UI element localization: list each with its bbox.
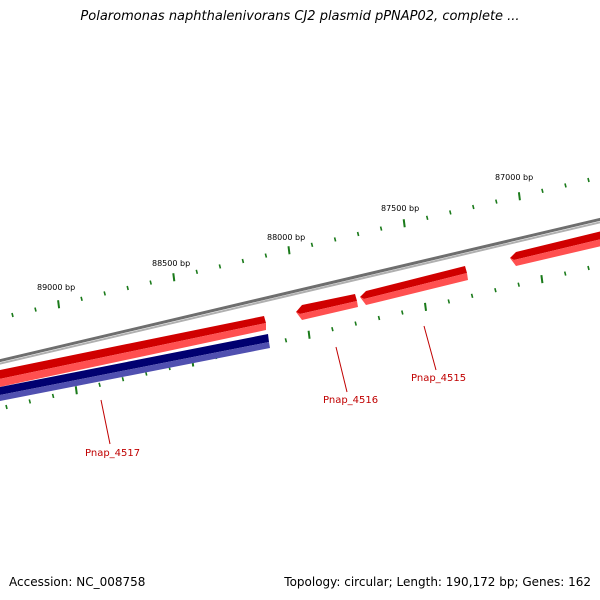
outer-ruler-tick: [310, 242, 314, 247]
outer-ruler-tick: [356, 231, 360, 237]
ruler-label-87000: 87000 bp: [495, 173, 533, 182]
inner-ruler-tick: [307, 330, 311, 339]
outer-ruler-tick: [495, 199, 498, 204]
inner-ruler-tick: [424, 302, 427, 312]
outer-ruler-tick: [34, 307, 37, 312]
inner-ruler-tick: [517, 282, 520, 287]
inner-ruler-tick: [540, 274, 544, 284]
inner-ruler-tick: [470, 293, 474, 298]
outer-ruler-tick: [587, 177, 590, 183]
outer-ruler-tick: [264, 253, 268, 258]
gene-label-pnap-4515[interactable]: Pnap_4515: [411, 373, 466, 384]
outer-ruler-tick: [564, 183, 567, 188]
outer-ruler-tick: [449, 210, 452, 215]
accession-text: Accession: NC_008758: [9, 575, 146, 589]
outer-ruler-tick: [333, 237, 337, 242]
gene-pnap-4516[interactable]: [296, 294, 358, 320]
inner-ruler-tick: [401, 310, 404, 315]
gene-label-leaders: [100, 325, 437, 445]
outer-ruler-tick: [517, 192, 521, 201]
inner-ruler-tick: [377, 315, 381, 321]
inner-ruler-tick: [121, 377, 125, 382]
inner-ruler-tick: [5, 404, 8, 410]
outer-ruler-tick: [11, 312, 14, 318]
outer-ruler-tick: [472, 204, 475, 210]
gene-next-forward[interactable]: [510, 229, 600, 266]
inner-ruler-tick: [563, 271, 567, 276]
outer-ruler-tick: [80, 296, 83, 301]
plasmid-backbone: [0, 217, 600, 365]
outer-ruler-tick: [402, 219, 406, 228]
gene-pnap-4517-forward[interactable]: [0, 316, 266, 389]
gene-label-pnap-4517[interactable]: Pnap_4517: [85, 448, 140, 459]
inner-ruler-tick: [284, 338, 288, 343]
inner-ruler-tick: [74, 386, 78, 395]
inner-ruler-tick: [447, 299, 451, 304]
inner-ruler-tick: [331, 327, 334, 332]
ruler-labels: 89000 bp 88500 bp 88000 bp 87500 bp 8700…: [37, 173, 533, 292]
outer-ruler-tick: [57, 300, 61, 309]
gene-pnap-4515[interactable]: [360, 266, 468, 305]
outer-ruler-tick: [425, 215, 429, 220]
outer-ruler-tick: [379, 226, 383, 231]
map-title: Polaromonas naphthalenivorans CJ2 plasmi…: [80, 9, 520, 24]
ruler-label-87500: 87500 bp: [381, 204, 419, 213]
outer-ruler-tick: [195, 269, 199, 274]
inner-ruler-tick: [494, 288, 497, 293]
gene-features: [0, 229, 600, 403]
outer-ruler-tick: [149, 280, 152, 285]
ruler-label-89000: 89000 bp: [37, 283, 75, 292]
ruler-label-88000: 88000 bp: [267, 233, 305, 242]
inner-ruler-tick: [98, 382, 101, 387]
inner-ruler-tick: [354, 321, 357, 326]
inner-ruler-tick: [28, 399, 32, 404]
ruler-label-88500: 88500 bp: [152, 259, 190, 268]
topology-summary: Topology: circular; Length: 190,172 bp; …: [284, 575, 591, 589]
outer-ruler-tick: [541, 188, 544, 193]
inner-ruler-tick: [587, 265, 590, 271]
outer-ruler-tick: [218, 264, 222, 269]
gene-label-pnap-4516[interactable]: Pnap_4516: [323, 395, 378, 406]
outer-ruler-tick: [172, 273, 176, 282]
outer-ruler-tick: [126, 285, 129, 291]
outer-ruler-tick: [287, 246, 291, 255]
inner-ruler-tick: [51, 393, 55, 399]
gene-pnap-4517-reverse[interactable]: [0, 334, 270, 403]
outer-ruler-tick: [241, 258, 245, 264]
outer-ruler-tick: [103, 291, 106, 296]
outer-ruler-ticks: [11, 177, 590, 318]
gene-labels: Pnap_4517 Pnap_4516 Pnap_4515: [85, 373, 466, 459]
